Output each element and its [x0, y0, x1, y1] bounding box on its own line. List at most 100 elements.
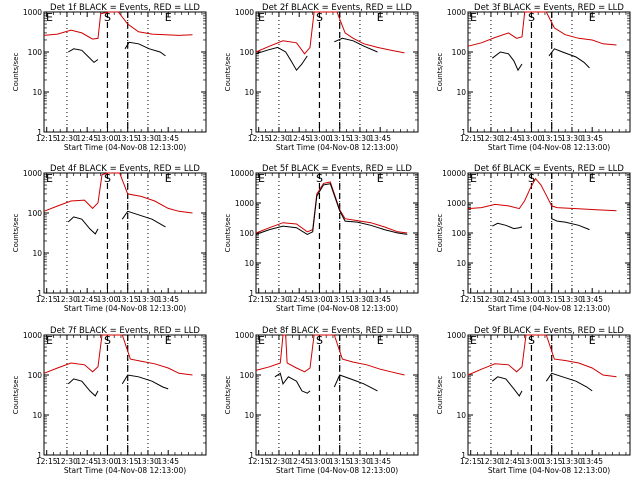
x-tick-label: 12:15 — [36, 457, 58, 466]
y-tick-label: 1 — [249, 128, 254, 137]
x-axis-label: Start Time (04-Nov-08 12:13:00) — [64, 304, 186, 313]
event-marker-label: E — [377, 334, 384, 347]
x-tick-label: 13:00 — [521, 457, 543, 466]
y-tick-label: 1000 — [23, 331, 42, 340]
event-marker-label: E — [589, 11, 596, 24]
events-series-line — [334, 37, 378, 53]
event-marker-label: E — [377, 11, 384, 24]
y-axis-label: Counts/sec — [224, 214, 232, 253]
detector-panel: Det 2f BLACK = Events, RED = LLD 1 10 100 10… — [224, 3, 419, 152]
events-series-line — [491, 51, 523, 72]
event-marker-label: S — [104, 334, 111, 347]
x-tick-label: 13:30 — [349, 134, 371, 143]
event-marker-label: E — [258, 172, 265, 185]
y-tick-label: 10 — [32, 411, 42, 420]
events-series-line — [121, 374, 169, 390]
lld-series-line — [43, 11, 193, 40]
y-axis-label: Counts/sec — [436, 53, 444, 92]
events-series-line — [121, 210, 166, 228]
x-tick-label: 13:30 — [137, 134, 159, 143]
y-tick-label: 1 — [249, 451, 254, 460]
x-tick-label: 13:15 — [541, 295, 563, 304]
plot-frame — [467, 11, 631, 133]
x-tick-label: 13:15 — [329, 295, 351, 304]
x-tick-label: 12:30 — [56, 134, 78, 143]
x-axis-label: Start Time (04-Nov-08 12:13:00) — [64, 143, 186, 152]
plot-frame — [255, 172, 419, 294]
event-marker-label: E — [258, 334, 265, 347]
x-tick-label: 12:45 — [288, 295, 310, 304]
x-tick-label: 12:30 — [480, 295, 502, 304]
x-tick-label: 13:00 — [97, 134, 119, 143]
y-tick-label: 1 — [249, 289, 254, 298]
y-axis-label: Counts/sec — [436, 214, 444, 253]
y-tick-label: 100 — [240, 371, 255, 380]
event-marker-label: S — [316, 11, 323, 24]
plot-frame — [255, 334, 419, 456]
y-tick-label: 10 — [32, 88, 42, 97]
lld-series-line — [467, 11, 617, 47]
plot-frame — [255, 11, 419, 133]
x-tick-label: 12:45 — [76, 457, 98, 466]
y-tick-label: 1 — [461, 289, 466, 298]
event-marker-label: S — [528, 334, 535, 347]
lld-series-line — [255, 11, 405, 55]
y-tick-label: 100 — [28, 371, 43, 380]
plot-frame — [467, 334, 631, 456]
y-tick-label: 1 — [461, 128, 466, 137]
panel-title: Det 5f BLACK = Events, RED = LLD — [262, 164, 412, 174]
x-axis-label: Start Time (04-Nov-08 12:13:00) — [488, 143, 610, 152]
y-tick-label: 1000 — [235, 199, 254, 208]
y-tick-label: 10 — [456, 411, 466, 420]
x-tick-label: 13:15 — [117, 295, 139, 304]
plot-frame — [43, 172, 207, 294]
x-tick-label: 12:15 — [248, 457, 270, 466]
lld-series-line — [255, 181, 408, 234]
events-series-line — [491, 376, 523, 397]
event-marker-label: E — [470, 334, 477, 347]
detector-panel: Det 4f BLACK = Events, RED = LLD 1 10 100 10… — [12, 164, 207, 313]
x-tick-label: 13:30 — [349, 295, 371, 304]
x-tick-label: 13:45 — [157, 295, 179, 304]
x-tick-label: 12:45 — [288, 134, 310, 143]
x-tick-label: 12:30 — [268, 134, 290, 143]
x-tick-label: 12:45 — [500, 457, 522, 466]
y-axis-label: Counts/sec — [224, 376, 232, 415]
y-axis-label: Counts/sec — [12, 376, 20, 415]
event-marker-label: E — [165, 334, 172, 347]
y-axis-label: Counts/sec — [12, 53, 20, 92]
lld-series-line — [467, 177, 617, 212]
event-marker-label: E — [46, 11, 53, 24]
x-tick-label: 13:15 — [117, 457, 139, 466]
events-series-line — [124, 41, 166, 57]
x-tick-label: 12:30 — [56, 457, 78, 466]
events-series-line — [255, 46, 308, 72]
x-axis-label: Start Time (04-Nov-08 12:13:00) — [488, 304, 610, 313]
x-tick-label: 12:15 — [36, 295, 58, 304]
x-tick-label: 13:15 — [541, 457, 563, 466]
detector-panel: Det 1f BLACK = Events, RED = LLD 1 10 100 10… — [12, 3, 207, 152]
event-marker-label: S — [316, 172, 323, 185]
y-axis-label: Counts/sec — [224, 53, 232, 92]
y-tick-label: 100 — [28, 48, 43, 57]
events-series-line — [333, 374, 378, 392]
x-tick-label: 13:30 — [561, 295, 583, 304]
x-tick-label: 13:45 — [157, 134, 179, 143]
x-tick-label: 13:45 — [581, 134, 603, 143]
y-tick-label: 100 — [452, 48, 467, 57]
x-tick-label: 12:15 — [460, 457, 482, 466]
lld-series-line — [43, 172, 193, 214]
plot-frame — [43, 11, 207, 133]
y-tick-label: 100 — [452, 229, 467, 238]
detector-panel: Det 6f BLACK = Events, RED = LLD 1 10 100 10… — [436, 164, 631, 313]
y-tick-label: 10 — [456, 88, 466, 97]
y-tick-label: 1000 — [235, 8, 254, 17]
y-tick-label: 1 — [461, 451, 466, 460]
x-tick-label: 13:30 — [561, 457, 583, 466]
event-marker-label: E — [165, 11, 172, 24]
event-marker-label: S — [104, 172, 111, 185]
x-tick-label: 13:45 — [369, 457, 391, 466]
y-tick-label: 10 — [244, 411, 254, 420]
x-tick-label: 12:30 — [56, 295, 78, 304]
y-tick-label: 1000 — [235, 331, 254, 340]
